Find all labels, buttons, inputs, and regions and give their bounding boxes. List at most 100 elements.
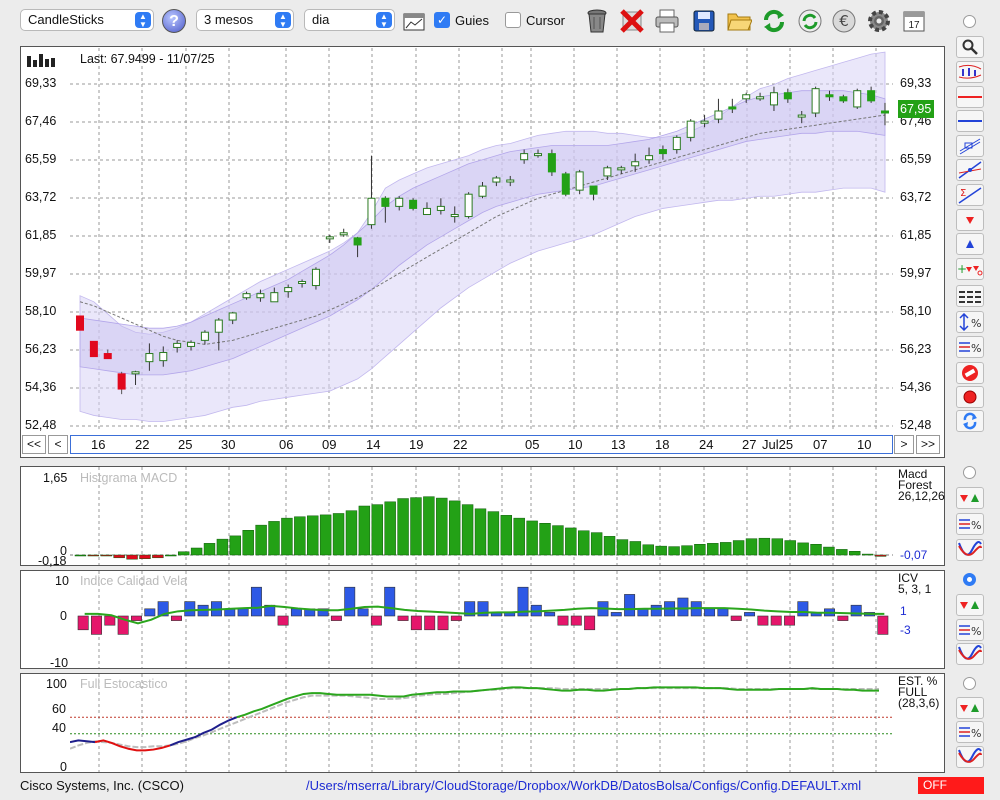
record-icon[interactable]	[956, 386, 984, 408]
moving-average-line	[79, 114, 886, 345]
period-select[interactable]: 3 mesos ▲ ▼	[196, 9, 294, 31]
macd-bar	[307, 515, 319, 556]
macd-histogram[interactable]	[70, 467, 893, 565]
date-scrollbar[interactable]	[70, 435, 893, 454]
sigma-trend-icon[interactable]: Σ	[956, 184, 984, 206]
delete-icon[interactable]	[618, 7, 646, 35]
cursor-checkbox[interactable]	[505, 12, 521, 28]
chart-settings-icon[interactable]	[400, 8, 428, 36]
refresh-icon[interactable]	[760, 7, 788, 35]
currency-icon[interactable]: €	[830, 7, 858, 35]
macd-bar	[294, 516, 306, 556]
macd-radio[interactable]	[963, 466, 976, 479]
candle-body	[422, 207, 431, 216]
candle	[672, 135, 681, 154]
nav-last-button[interactable]: >>	[916, 435, 940, 454]
icv-bar	[170, 615, 182, 621]
candle	[478, 182, 487, 199]
stoch-lines-icon[interactable]: %	[956, 721, 984, 743]
macd-lines-icon[interactable]: %	[956, 513, 984, 535]
candle	[825, 90, 834, 101]
date-tick-label: 22	[453, 437, 468, 452]
chevron-updown-icon: ▲ ▼	[376, 12, 392, 29]
price-axis-label-left: 61,85	[25, 228, 57, 242]
chart-type-select[interactable]: CandleSticks ▲ ▼	[20, 9, 154, 31]
bollinger-icon[interactable]	[956, 61, 984, 83]
list-lines-icon[interactable]	[956, 285, 984, 307]
stoch-title: Full Estocastico	[80, 677, 168, 691]
arrow-up-blue-icon[interactable]	[956, 233, 984, 255]
icv-bar	[144, 608, 156, 617]
candle-body	[298, 280, 307, 284]
candle	[756, 92, 765, 101]
candle	[645, 147, 654, 164]
nav-next-button[interactable]: >	[894, 435, 914, 454]
calendar-icon[interactable]: 17	[900, 7, 928, 35]
guides-checkbox[interactable]: ✓	[434, 12, 450, 28]
svg-text:€: €	[839, 12, 849, 30]
date-tick-label: 06	[279, 437, 294, 452]
blue-line-icon[interactable]	[956, 110, 984, 132]
macd-bar	[203, 543, 216, 556]
candle	[103, 349, 112, 360]
icv-bar	[330, 615, 342, 621]
candle	[339, 228, 348, 237]
macd-arrows-icon[interactable]	[956, 487, 984, 509]
date-tick-label: 27	[742, 437, 757, 452]
stoch-radio[interactable]	[963, 677, 976, 690]
stoch-curve-icon[interactable]	[956, 746, 984, 768]
config-path-link[interactable]: /Users/mserra/Library/CloudStorage/Dropb…	[306, 778, 862, 793]
interval-select[interactable]: dia ▲ ▼	[304, 9, 395, 31]
stoch-arrows-icon[interactable]	[956, 697, 984, 719]
macd-bar	[190, 547, 203, 556]
price-axis-label-left: 67,46	[25, 114, 57, 128]
icv-arrows-icon[interactable]	[956, 594, 984, 616]
add-markers-icon[interactable]: +	[956, 258, 984, 280]
main-chart-radio[interactable]	[963, 15, 976, 28]
zoom-icon[interactable]	[956, 36, 984, 58]
stochastic-chart[interactable]	[70, 674, 893, 772]
chart-bars-icon	[27, 53, 57, 70]
macd-curve-icon[interactable]	[956, 539, 984, 561]
stoch-y-60: 60	[52, 702, 66, 716]
candle-body	[145, 353, 154, 363]
macd-bar	[539, 523, 551, 556]
candle-body	[672, 136, 681, 151]
chart-type-value: CandleSticks	[28, 12, 104, 27]
scale-percent-icon[interactable]: %	[956, 311, 984, 333]
no-entry-icon[interactable]	[956, 362, 984, 384]
channel-icon[interactable]	[956, 135, 984, 157]
icv-bar	[584, 615, 596, 631]
icv-chart[interactable]	[70, 571, 893, 668]
icv-radio[interactable]	[963, 573, 976, 586]
red-line-icon[interactable]	[956, 86, 984, 108]
lines-percent-icon[interactable]: %	[956, 336, 984, 358]
price-axis-label-right: 61,85	[900, 228, 932, 242]
arrow-down-red-icon[interactable]	[956, 209, 984, 231]
swap-icon[interactable]	[956, 410, 984, 432]
update-icon[interactable]	[796, 7, 824, 35]
gear-icon[interactable]	[865, 7, 893, 35]
open-folder-icon[interactable]	[725, 7, 753, 35]
trendline-icon[interactable]	[956, 159, 984, 181]
candle	[353, 236, 362, 258]
help-icon[interactable]: ?	[162, 9, 186, 33]
nav-prev-button[interactable]: <	[48, 435, 68, 454]
off-indicator[interactable]: OFF	[918, 777, 984, 794]
icv-bar	[77, 615, 89, 631]
trash-icon[interactable]	[583, 7, 611, 35]
candle	[464, 192, 473, 219]
nav-first-button[interactable]: <<	[22, 435, 46, 454]
icv-bar	[477, 601, 489, 617]
period-value: 3 mesos	[204, 12, 254, 27]
icv-bar	[757, 615, 769, 626]
icv-lines-icon[interactable]: %	[956, 619, 984, 641]
macd-bar	[242, 530, 254, 556]
candle-body	[89, 340, 98, 358]
icv-curve-icon[interactable]	[956, 643, 984, 665]
save-icon[interactable]	[690, 7, 718, 35]
candlestick-chart[interactable]	[70, 48, 893, 430]
print-icon[interactable]	[653, 7, 681, 35]
icv-bar	[464, 601, 476, 617]
candle-body	[520, 153, 529, 161]
